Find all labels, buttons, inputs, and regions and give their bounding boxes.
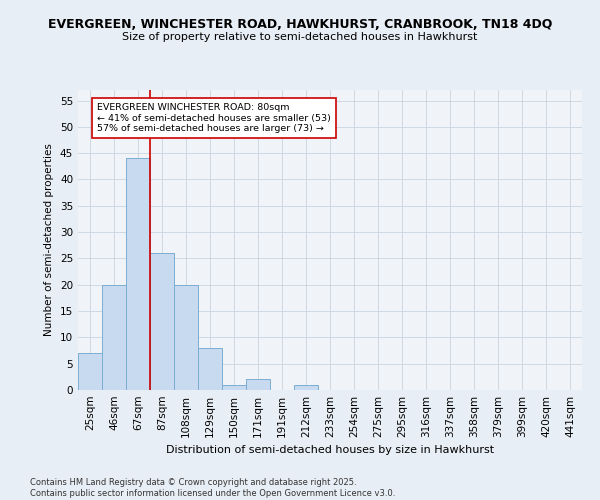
Y-axis label: Number of semi-detached properties: Number of semi-detached properties: [44, 144, 55, 336]
Text: Contains HM Land Registry data © Crown copyright and database right 2025.
Contai: Contains HM Land Registry data © Crown c…: [30, 478, 395, 498]
Bar: [294, 384, 318, 390]
Bar: [126, 158, 150, 390]
Text: EVERGREEN WINCHESTER ROAD: 80sqm
← 41% of semi-detached houses are smaller (53)
: EVERGREEN WINCHESTER ROAD: 80sqm ← 41% o…: [97, 103, 331, 133]
Bar: [198, 348, 222, 390]
Bar: [174, 284, 198, 390]
Bar: [222, 384, 246, 390]
Bar: [150, 253, 174, 390]
Bar: [78, 353, 102, 390]
X-axis label: Distribution of semi-detached houses by size in Hawkhurst: Distribution of semi-detached houses by …: [166, 446, 494, 456]
Text: EVERGREEN, WINCHESTER ROAD, HAWKHURST, CRANBROOK, TN18 4DQ: EVERGREEN, WINCHESTER ROAD, HAWKHURST, C…: [48, 18, 552, 30]
Bar: [246, 380, 270, 390]
Text: Size of property relative to semi-detached houses in Hawkhurst: Size of property relative to semi-detach…: [122, 32, 478, 42]
Bar: [102, 284, 126, 390]
